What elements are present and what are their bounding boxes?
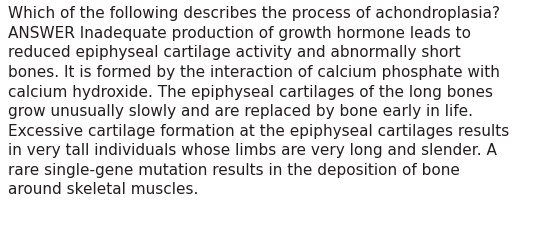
Text: Which of the following describes the process of achondroplasia?
ANSWER Inadequat: Which of the following describes the pro… (8, 6, 509, 196)
